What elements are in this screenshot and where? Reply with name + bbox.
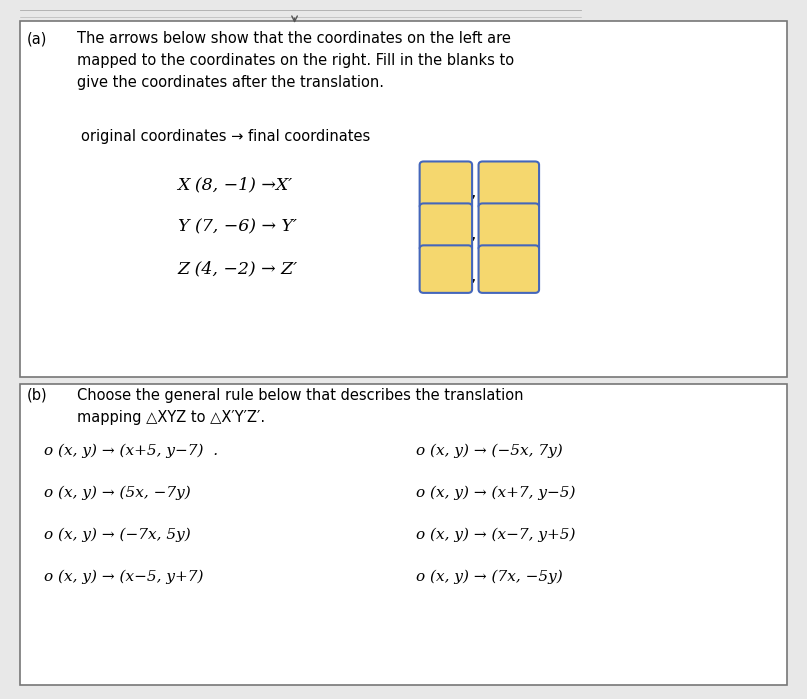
Text: (b): (b) <box>27 388 48 403</box>
Text: Choose the general rule below that describes the translation
mapping △XYZ to △X′: Choose the general rule below that descr… <box>77 388 523 424</box>
FancyBboxPatch shape <box>420 161 472 209</box>
Text: (a): (a) <box>27 31 47 46</box>
Text: o (x, y) → (7x, −5y): o (x, y) → (7x, −5y) <box>416 570 562 584</box>
FancyBboxPatch shape <box>479 245 539 293</box>
Text: ,: , <box>470 225 476 243</box>
FancyBboxPatch shape <box>420 203 472 251</box>
Text: Y (7, −6) → Y′: Y (7, −6) → Y′ <box>178 219 296 236</box>
Text: Z (4, −2) → Z′: Z (4, −2) → Z′ <box>178 261 298 278</box>
FancyBboxPatch shape <box>20 21 787 377</box>
Text: ,: , <box>470 183 476 201</box>
Text: o (x, y) → (x−5, y+7): o (x, y) → (x−5, y+7) <box>44 570 204 584</box>
FancyBboxPatch shape <box>420 245 472 293</box>
FancyBboxPatch shape <box>479 203 539 251</box>
Text: o (x, y) → (5x, −7y): o (x, y) → (5x, −7y) <box>44 486 191 500</box>
Text: o (x, y) → (−5x, 7y): o (x, y) → (−5x, 7y) <box>416 444 562 458</box>
Text: ,: , <box>470 267 476 285</box>
Text: o (x, y) → (−7x, 5y): o (x, y) → (−7x, 5y) <box>44 528 191 542</box>
Text: o (x, y) → (x+7, y−5): o (x, y) → (x+7, y−5) <box>416 486 575 500</box>
Text: o (x, y) → (x+5, y−7)  .: o (x, y) → (x+5, y−7) . <box>44 444 219 458</box>
Text: X (8, −1) →X′: X (8, −1) →X′ <box>178 177 293 194</box>
Text: o (x, y) → (x−7, y+5): o (x, y) → (x−7, y+5) <box>416 528 575 542</box>
FancyBboxPatch shape <box>20 384 787 685</box>
Text: original coordinates → final coordinates: original coordinates → final coordinates <box>81 129 370 144</box>
Text: The arrows below show that the coordinates on the left are
mapped to the coordin: The arrows below show that the coordinat… <box>77 31 514 89</box>
FancyBboxPatch shape <box>479 161 539 209</box>
